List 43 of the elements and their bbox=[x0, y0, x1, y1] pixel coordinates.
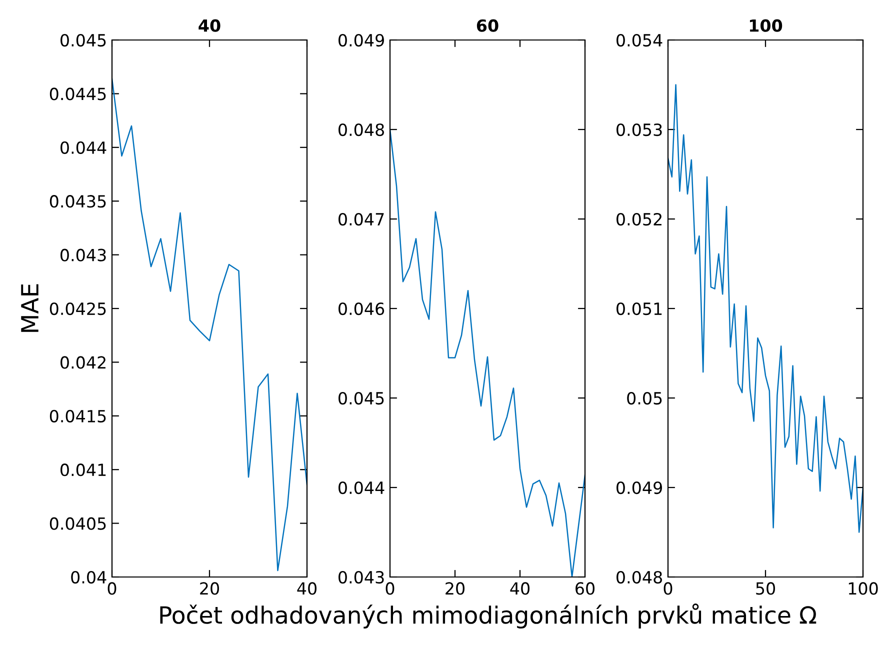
y-tick-label: 0.0425 bbox=[50, 302, 106, 316]
x-tick-label: 0 bbox=[386, 582, 394, 595]
chart-title: 40 bbox=[198, 19, 220, 32]
x-axis-title: Počet odhadovaných mimodiagonálních prvků matice Ω bbox=[160, 604, 816, 628]
x-tick-label: 40 bbox=[297, 582, 316, 595]
y-tick-label: 0.053 bbox=[616, 123, 662, 136]
y-tick-label: 0.049 bbox=[338, 34, 384, 47]
line-series bbox=[668, 84, 863, 533]
y-tick-label: 0.044 bbox=[338, 481, 384, 494]
y-tick-label: 0.0445 bbox=[50, 88, 106, 100]
x-tick-label: 50 bbox=[756, 582, 775, 595]
y-tick-label: 0.0415 bbox=[50, 410, 106, 422]
y-tick-label: 0.05 bbox=[627, 392, 662, 405]
line-series bbox=[390, 128, 585, 577]
chart-title: 60 bbox=[476, 19, 498, 32]
y-tick-label: 0.043 bbox=[338, 570, 384, 584]
y-tick-label: 0.049 bbox=[616, 481, 662, 494]
y-tick-label: 0.0405 bbox=[50, 517, 106, 530]
x-tick-label: 60 bbox=[576, 582, 594, 595]
x-tick-label: 0 bbox=[664, 582, 672, 595]
y-tick-label: 0.048 bbox=[616, 570, 662, 584]
x-tick-label: 20 bbox=[446, 582, 464, 595]
line-series bbox=[112, 78, 307, 572]
y-tick-label: 0.052 bbox=[616, 212, 662, 226]
y-tick-label: 0.043 bbox=[60, 248, 106, 262]
y-tick-label: 0.045 bbox=[60, 34, 106, 47]
x-tick-label: 0 bbox=[108, 582, 116, 595]
y-tick-label: 0.045 bbox=[338, 392, 384, 405]
y-tick-label: 0.0435 bbox=[50, 195, 106, 208]
y-tick-label: 0.048 bbox=[338, 123, 384, 136]
y-tick-label: 0.042 bbox=[60, 356, 106, 369]
y-tick-label: 0.044 bbox=[60, 141, 106, 154]
y-tick-label: 0.051 bbox=[616, 302, 662, 316]
y-tick-label: 0.041 bbox=[60, 464, 106, 476]
y-tick-label: 0.054 bbox=[616, 34, 662, 47]
y-tick-label: 0.046 bbox=[338, 302, 384, 316]
x-tick-label: 40 bbox=[510, 582, 530, 595]
y-axis-title: MAE bbox=[21, 284, 38, 332]
x-tick-label: 20 bbox=[200, 582, 219, 595]
chart-title: 100 bbox=[750, 19, 782, 32]
y-tick-label: 0.047 bbox=[338, 212, 384, 226]
x-tick-label: 100 bbox=[848, 582, 878, 595]
y-tick-label: 0.04 bbox=[71, 570, 106, 584]
